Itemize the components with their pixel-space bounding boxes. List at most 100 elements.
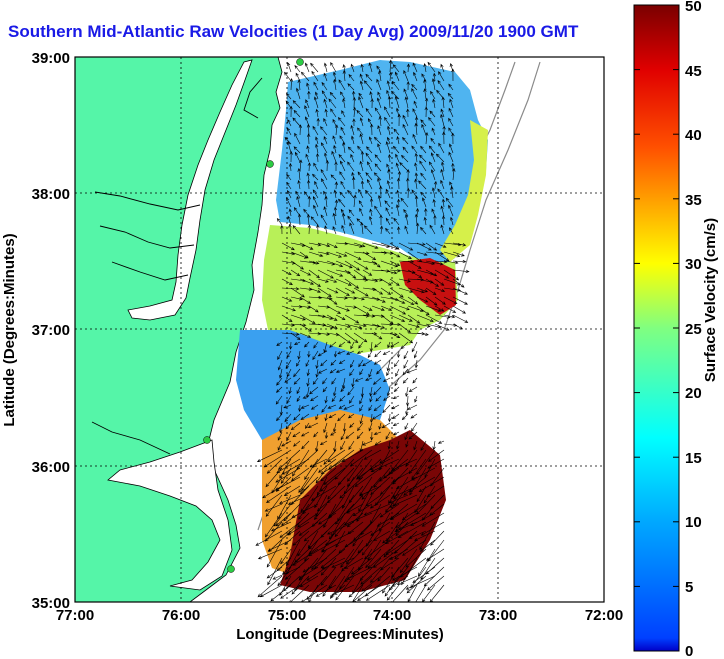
york-river (111, 261, 189, 281)
velocity-arrow (287, 119, 292, 127)
velocity-arrow (298, 124, 302, 136)
velocity-arrow (421, 123, 427, 136)
velocity-arrow (332, 212, 337, 226)
velocity-arrow (292, 117, 301, 127)
velocity-arrow (343, 404, 355, 410)
velocity-arrow (363, 503, 391, 516)
velocity-arrow (320, 458, 346, 475)
x-axis-label: Longitude (Degrees:Minutes) (236, 626, 444, 643)
velocity-arrow (323, 117, 328, 127)
velocity-arrow (350, 63, 355, 73)
velocity-arrow (308, 251, 324, 257)
velocity-arrow (352, 90, 356, 100)
velocity-arrow (276, 458, 301, 474)
velocity-arrow (363, 449, 382, 460)
velocity-arrow (402, 136, 409, 145)
velocity-arrow (330, 108, 337, 118)
velocity-arrow (306, 368, 310, 377)
velocity-arrow (443, 323, 458, 327)
velocity-arrow (309, 458, 328, 468)
velocity-arrow (403, 359, 409, 369)
velocity-arrow (295, 190, 301, 199)
velocity-arrow (297, 539, 310, 557)
velocity-arrow (369, 91, 373, 100)
velocity-arrow (340, 180, 346, 190)
velocity-arrow (364, 539, 391, 560)
velocity-arrow (313, 96, 319, 109)
velocity-arrow (405, 548, 427, 568)
velocity-arrow (298, 476, 310, 493)
lon-tick-label: 74:00 (373, 607, 411, 624)
velocity-arrow (306, 123, 311, 136)
velocity-arrow (441, 161, 445, 172)
velocity-arrow (410, 413, 418, 419)
velocity-arrow (382, 566, 400, 594)
velocity-arrow (326, 251, 343, 258)
velocity-arrow (289, 150, 293, 163)
velocity-arrow (366, 146, 373, 154)
velocity-arrow (396, 575, 418, 585)
velocity-arrow (280, 584, 301, 599)
velocity-arrow (277, 449, 301, 470)
potomac-river (94, 191, 201, 211)
velocity-arrow (350, 153, 355, 163)
velocity-arrow (374, 350, 382, 358)
velocity-arrow (448, 83, 454, 91)
velocity-arrow (292, 225, 301, 235)
velocity-arrow (449, 143, 454, 154)
velocity-arrow (362, 359, 373, 367)
velocity-arrow (448, 204, 454, 217)
velocity-arrow (425, 97, 429, 109)
velocity-arrow (421, 73, 427, 82)
velocity-arrow (379, 225, 384, 235)
velocity-arrow (313, 195, 319, 208)
velocity-arrow (388, 71, 393, 82)
velocity-arrow (363, 80, 373, 91)
velocity-arrow (331, 150, 337, 163)
velocity-arrow (448, 107, 454, 118)
velocity-arrow (339, 476, 364, 499)
velocity-arrow (293, 368, 301, 378)
velocity-arrow (288, 162, 293, 172)
velocity-arrow (371, 296, 386, 303)
velocity-arrow (276, 218, 283, 226)
velocity-arrow (445, 197, 454, 208)
velocity-arrow (396, 136, 400, 145)
velocity-arrow (415, 116, 419, 127)
velocity-arrow (369, 494, 391, 509)
velocity-arrow (384, 575, 400, 597)
velocity-arrow (400, 197, 409, 208)
velocity-arrow (308, 278, 321, 287)
velocity-arrow (402, 114, 409, 127)
velocity-arrow (356, 350, 364, 354)
velocity-arrow (341, 110, 346, 118)
velocity-arrow (390, 458, 418, 471)
velocity-arrow (353, 242, 366, 248)
velocity-arrow (293, 146, 301, 154)
velocity-arrow (377, 194, 382, 208)
velocity-arrow (385, 227, 391, 235)
velocity-arrow (414, 122, 418, 136)
velocity-arrow (307, 350, 311, 358)
velocity-arrow (443, 260, 459, 265)
velocity-arrow (404, 431, 409, 441)
velocity-arrow (306, 145, 310, 154)
velocity-arrow (319, 440, 328, 446)
velocity-arrow (382, 377, 391, 382)
velocity-arrow (378, 115, 382, 127)
velocity-arrow (304, 62, 310, 73)
colorbar-tick-label: 35 (685, 192, 702, 209)
velocity-arrow (329, 341, 337, 348)
velocity-arrow (362, 251, 377, 261)
velocity-arrow (424, 208, 428, 217)
velocity-arrow (350, 557, 373, 575)
velocity-arrow (323, 206, 328, 217)
velocity-arrow (335, 287, 350, 296)
velocity-arrow (370, 476, 391, 496)
velocity-arrow (398, 259, 415, 264)
velocity-arrow (408, 386, 418, 392)
velocity-arrow (321, 81, 328, 91)
velocity-arrow (443, 296, 458, 304)
velocity-arrow (412, 566, 436, 584)
velocity-arrow (403, 209, 409, 217)
